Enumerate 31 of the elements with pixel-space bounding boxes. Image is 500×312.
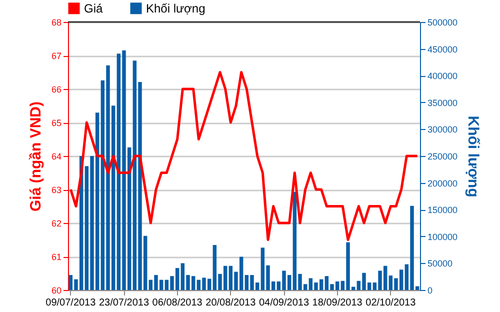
y-tick-label: 67 <box>51 51 62 61</box>
x-tick-label: 20/08/2013 <box>206 298 256 308</box>
y-tick-label: 60 <box>51 286 62 296</box>
y-tick-label: 61 <box>51 252 62 262</box>
y2-tick-label: 200000 <box>428 178 458 188</box>
y2-tick-label: 350000 <box>428 98 458 108</box>
x-tick-label: 23/07/2013 <box>98 298 150 308</box>
y-tick-label: 64 <box>51 152 62 162</box>
y2-tick-label: 250000 <box>428 152 458 162</box>
y-tick-label: 68 <box>51 18 62 28</box>
y-tick-label: 66 <box>51 84 62 94</box>
x-tick-label: 06/08/2013 <box>152 298 203 308</box>
y2-axis-title: Khối lượng <box>464 116 482 198</box>
y2-tick-label: 0 <box>428 286 433 296</box>
x-tick-label: 09/07/2013 <box>46 298 96 308</box>
y-tick-label: 63 <box>51 185 62 195</box>
y2-tick-label: 150000 <box>428 205 458 216</box>
y-tick-label: 65 <box>51 118 62 128</box>
x-tick-label: 02/10/2013 <box>366 298 416 308</box>
y2-tick-label: 500000 <box>428 18 458 28</box>
y2-tick-label: 100000 <box>428 232 458 242</box>
y2-tick-label: 50000 <box>428 258 453 269</box>
y2-tick-label: 450000 <box>428 44 458 54</box>
y-axis-title: Giá (ngần VND) <box>27 101 44 212</box>
y2-tick-label: 300000 <box>428 124 458 135</box>
y-tick-label: 62 <box>51 218 62 228</box>
legend-label: Giá <box>84 1 103 16</box>
x-tick-label: 04/09/2013 <box>258 298 310 308</box>
legend-label: Khối lượng <box>146 1 206 16</box>
x-tick-label: 18/09/2013 <box>312 298 363 308</box>
y2-tick-label: 400000 <box>428 71 458 82</box>
